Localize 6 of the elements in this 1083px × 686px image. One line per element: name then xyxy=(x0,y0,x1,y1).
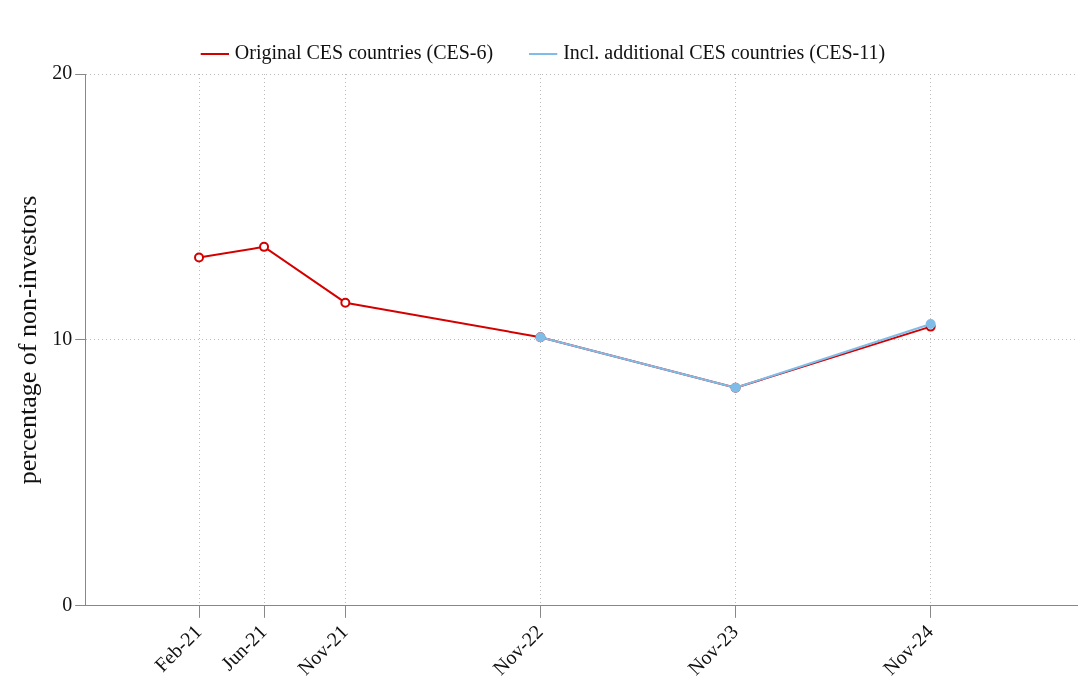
y-axis-title: percentage of non-investors xyxy=(13,195,43,485)
legend-label: Incl. additional CES countries (CES-11) xyxy=(563,41,886,65)
y-tick-label: 20 xyxy=(52,61,73,84)
legend-label: Original CES countries (CES-6) xyxy=(234,41,494,65)
y-tick-label: 0 xyxy=(62,593,73,616)
y-tick-label: 10 xyxy=(52,327,73,350)
